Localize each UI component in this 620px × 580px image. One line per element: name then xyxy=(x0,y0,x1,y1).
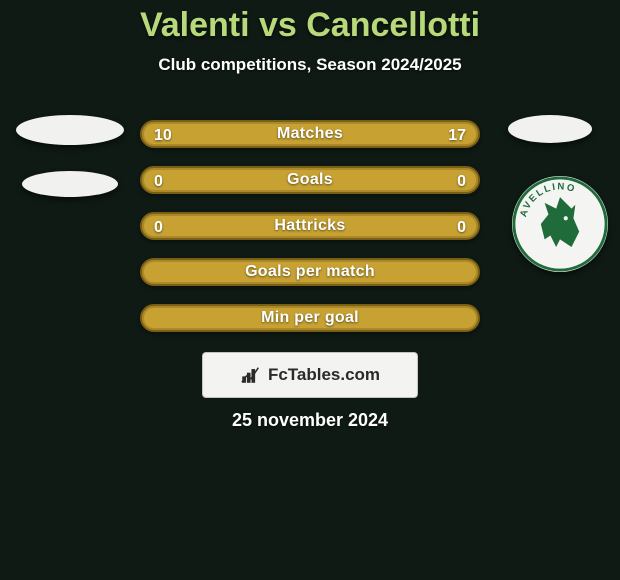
stat-right-value: 17 xyxy=(436,122,478,150)
stat-label: Hattricks xyxy=(274,217,345,235)
stat-label: Min per goal xyxy=(261,309,359,327)
stat-label: Matches xyxy=(277,125,343,143)
wolf-icon: AVELLINO xyxy=(512,176,608,272)
stat-row: Goals per match xyxy=(140,258,480,286)
stat-right-value xyxy=(454,260,478,288)
stat-label: Goals per match xyxy=(245,263,375,281)
player-right-badge xyxy=(485,115,615,143)
ellipse-icon xyxy=(22,171,118,197)
club-crest: AVELLINO xyxy=(512,176,608,272)
bars-icon xyxy=(240,364,262,386)
player-left-badge xyxy=(5,115,135,197)
stat-left-value: 10 xyxy=(142,122,184,150)
stat-right-value: 0 xyxy=(445,168,478,196)
stat-row: Min per goal xyxy=(140,304,480,332)
ellipse-icon xyxy=(508,115,592,143)
stat-right-value: 0 xyxy=(445,214,478,242)
stat-label: Goals xyxy=(287,171,333,189)
stat-left-value xyxy=(142,260,166,288)
stats-table: 10 Matches 17 0 Goals 0 0 Hattricks 0 Goals per m… xyxy=(140,120,480,350)
fctables-label: FcTables.com xyxy=(268,365,380,385)
stat-left-value xyxy=(142,306,166,334)
stat-right-value xyxy=(454,306,478,334)
generated-date: 25 november 2024 xyxy=(0,410,620,431)
stat-row: 0 Hattricks 0 xyxy=(140,212,480,240)
page-title: Valenti vs Cancellotti xyxy=(0,0,620,45)
stat-left-value: 0 xyxy=(142,214,175,242)
subtitle: Club competitions, Season 2024/2025 xyxy=(0,55,620,75)
comparison-card: Valenti vs Cancellotti Club competitions… xyxy=(0,0,620,580)
stat-row: 0 Goals 0 xyxy=(140,166,480,194)
fctables-badge: FcTables.com xyxy=(202,352,418,398)
stat-row: 10 Matches 17 xyxy=(140,120,480,148)
ellipse-icon xyxy=(16,115,124,145)
stat-left-value: 0 xyxy=(142,168,175,196)
